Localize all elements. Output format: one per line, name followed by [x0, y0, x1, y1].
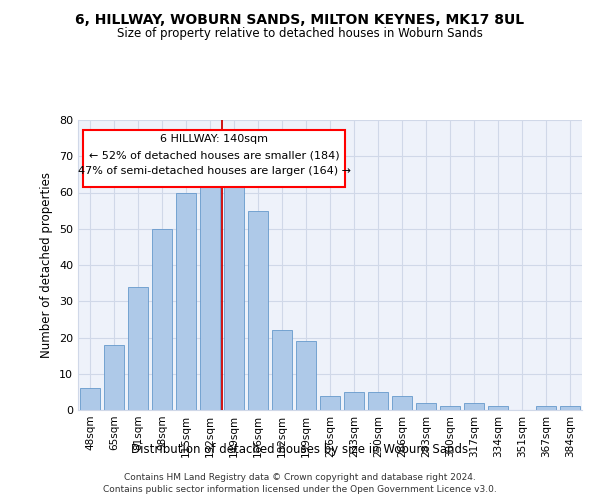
Bar — [80, 388, 100, 410]
Text: 47% of semi-detached houses are larger (164) →: 47% of semi-detached houses are larger (… — [77, 166, 350, 176]
Text: Distribution of detached houses by size in Woburn Sands: Distribution of detached houses by size … — [131, 442, 469, 456]
Bar — [272, 330, 292, 410]
Bar — [224, 174, 244, 410]
Bar — [536, 406, 556, 410]
Bar — [176, 192, 196, 410]
Bar — [152, 229, 172, 410]
Bar — [104, 345, 124, 410]
Bar — [296, 341, 316, 410]
Bar — [416, 403, 436, 410]
Bar — [200, 174, 220, 410]
Text: Contains public sector information licensed under the Open Government Licence v3: Contains public sector information licen… — [103, 485, 497, 494]
Text: Contains HM Land Registry data © Crown copyright and database right 2024.: Contains HM Land Registry data © Crown c… — [124, 472, 476, 482]
Y-axis label: Number of detached properties: Number of detached properties — [40, 172, 53, 358]
Bar — [128, 287, 148, 410]
Bar — [320, 396, 340, 410]
Text: 6 HILLWAY: 140sqm: 6 HILLWAY: 140sqm — [160, 134, 268, 144]
Text: Size of property relative to detached houses in Woburn Sands: Size of property relative to detached ho… — [117, 28, 483, 40]
Bar — [344, 392, 364, 410]
Bar — [248, 210, 268, 410]
Text: 6, HILLWAY, WOBURN SANDS, MILTON KEYNES, MK17 8UL: 6, HILLWAY, WOBURN SANDS, MILTON KEYNES,… — [76, 12, 524, 26]
Bar — [488, 406, 508, 410]
Bar — [392, 396, 412, 410]
Bar — [560, 406, 580, 410]
Bar — [464, 403, 484, 410]
Bar — [440, 406, 460, 410]
Bar — [368, 392, 388, 410]
Text: ← 52% of detached houses are smaller (184): ← 52% of detached houses are smaller (18… — [89, 150, 340, 160]
